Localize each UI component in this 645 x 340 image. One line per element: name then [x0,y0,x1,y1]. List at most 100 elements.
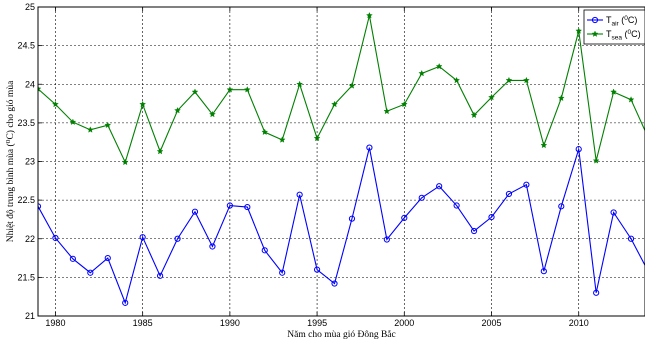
x-axis-label: Năm cho mùa gió Đông Bắc [287,329,395,340]
data-point-air [279,269,286,276]
y-tick-label: 23.5 [17,118,35,128]
data-point-sea [139,100,147,108]
y-tick-label: 21.5 [17,272,35,282]
x-tick-label: 1980 [45,318,65,328]
data-point-sea [52,100,59,108]
y-tick-label: 22 [25,234,35,244]
legend-label-part: 0 [624,15,628,22]
data-point-air [540,268,547,275]
data-point-air [156,272,164,279]
data-point-air [436,183,443,190]
data-point-sea [313,134,321,142]
x-tick-label: 1990 [220,318,240,328]
data-point-air [191,208,199,215]
data-point-air [558,203,565,210]
data-point-sea [453,76,460,84]
data-point-sea [209,110,216,118]
data-point-sea [191,88,199,95]
data-point-air [296,191,303,198]
y-axis-ticks: 21 21.5 22 22.5 23 23.5 24 24.5 25 [17,2,42,321]
data-point-sea [540,141,548,149]
legend-label-sea: Tsea (0C) [606,29,641,42]
data-point-sea [69,118,77,125]
plot-frame [37,6,645,317]
data-point-sea [505,76,513,84]
data-point-sea [86,126,94,133]
y-axis-label: Nhiệt độ trung bình mùa (⁰C) cho gió mùa [5,80,16,242]
legend-label-part: ( [622,29,628,39]
legend-label-part: air [612,21,620,28]
data-point-sea [331,100,338,108]
data-point-air [593,289,600,296]
legend-label-air: Tair (0C) [606,15,637,28]
series-line-sea [38,15,645,164]
data-point-air [261,247,268,254]
data-point-air [575,146,582,153]
y-tick-label: 25 [25,2,35,12]
data-point-sea [575,27,583,34]
legend-box [583,9,645,45]
series-lines [38,15,645,305]
data-point-sea [226,86,234,93]
data-point-sea [121,158,129,166]
data-point-sea [104,121,112,129]
legend-label-part: T [606,15,612,25]
data-point-air [348,215,356,222]
data-point-air [418,194,425,201]
data-point-sea [383,107,391,115]
y-tick-label: 24.5 [17,41,35,51]
series-line-air [38,147,645,305]
data-point-sea [156,147,164,155]
data-point-sea [400,100,408,108]
data-point-sea [488,93,495,101]
data-point-air [226,202,233,209]
legend-label-part: C) [631,29,641,39]
data-point-sea [348,82,356,89]
data-point-air [209,243,216,250]
data-point-sea [243,86,251,93]
data-point-sea [627,96,635,103]
data-point-air [610,209,617,216]
data-point-sea [296,80,303,88]
x-tick-label: 1985 [133,318,153,328]
y-tick-label: 24 [25,79,35,89]
x-axis-ticks: 1980 1985 1990 1995 2000 2005 2010 [45,7,589,328]
data-point-air [69,255,76,262]
data-point-sea [418,69,426,77]
legend-label-part: 0 [627,29,631,36]
data-point-air [470,227,478,235]
data-point-air [244,203,251,211]
data-point-sea [592,157,600,164]
data-point-air [523,181,530,188]
x-tick-label: 2010 [569,318,589,328]
data-point-sea [557,94,565,102]
x-tick-label: 2005 [481,318,501,328]
data-point-sea [523,76,530,84]
data-point-air [366,144,373,151]
data-point-air [383,236,390,243]
data-point-air [331,280,338,287]
data-point-air [505,190,513,198]
data-point-air [52,234,59,242]
data-point-air [122,299,129,306]
data-point-sea [435,62,443,70]
data-point-air [313,266,321,273]
data-point-air [87,269,94,276]
y-tick-label: 23 [25,157,35,167]
data-point-sea [278,136,286,143]
data-point-sea [366,11,373,19]
data-point-sea [174,106,181,114]
legend-label-part: sea [612,35,623,42]
data-point-air [174,235,181,242]
data-point-air [139,234,146,241]
data-point-sea [261,128,269,135]
legend-label-part: C) [628,15,638,25]
legend: Tair (0C)Tsea (0C) [583,9,645,45]
legend-marker-sea [591,30,599,37]
legend-marker-air [591,16,599,24]
data-point-air [488,214,495,221]
y-tick-label: 22.5 [17,195,35,205]
data-point-air [627,235,635,242]
y-tick-label: 21 [25,311,35,321]
